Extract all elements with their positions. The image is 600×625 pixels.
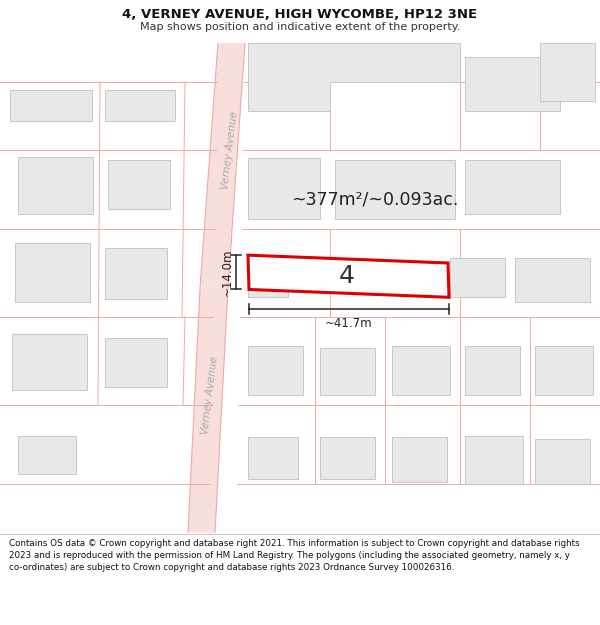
Bar bbox=[465, 346, 520, 395]
Bar bbox=[535, 346, 593, 395]
Bar bbox=[108, 160, 170, 209]
Text: 4, VERNEY AVENUE, HIGH WYCOMBE, HP12 3NE: 4, VERNEY AVENUE, HIGH WYCOMBE, HP12 3NE bbox=[122, 9, 478, 21]
Bar bbox=[392, 438, 447, 481]
Bar bbox=[450, 258, 505, 298]
Bar bbox=[392, 346, 450, 395]
Text: ~41.7m: ~41.7m bbox=[325, 317, 373, 330]
Bar bbox=[18, 436, 76, 474]
Text: ~377m²/~0.093ac.: ~377m²/~0.093ac. bbox=[292, 190, 458, 208]
Text: ~14.0m: ~14.0m bbox=[221, 249, 234, 296]
Bar bbox=[465, 160, 560, 214]
Bar bbox=[105, 89, 175, 121]
Bar bbox=[535, 439, 590, 484]
Bar bbox=[515, 258, 590, 302]
Text: Contains OS data © Crown copyright and database right 2021. This information is : Contains OS data © Crown copyright and d… bbox=[9, 539, 580, 572]
Bar bbox=[320, 438, 375, 479]
Text: Verney Avenue: Verney Avenue bbox=[200, 356, 220, 435]
Polygon shape bbox=[248, 42, 460, 111]
Text: Map shows position and indicative extent of the property.: Map shows position and indicative extent… bbox=[140, 22, 460, 32]
Polygon shape bbox=[540, 42, 595, 101]
Bar bbox=[320, 348, 375, 395]
Text: 4: 4 bbox=[339, 264, 355, 288]
Bar bbox=[15, 243, 90, 302]
Polygon shape bbox=[248, 255, 449, 298]
Bar bbox=[18, 157, 93, 214]
Polygon shape bbox=[200, 42, 245, 288]
Bar bbox=[248, 346, 303, 395]
Bar bbox=[105, 248, 167, 299]
Bar bbox=[465, 436, 523, 484]
Bar bbox=[248, 438, 298, 479]
Text: Verney Avenue: Verney Avenue bbox=[220, 111, 240, 190]
Bar bbox=[465, 58, 560, 111]
Bar bbox=[248, 158, 320, 219]
Bar bbox=[335, 160, 455, 219]
Bar bbox=[105, 339, 167, 388]
Bar bbox=[10, 89, 92, 121]
Bar bbox=[12, 334, 87, 391]
Polygon shape bbox=[188, 288, 228, 532]
Bar bbox=[248, 260, 288, 298]
